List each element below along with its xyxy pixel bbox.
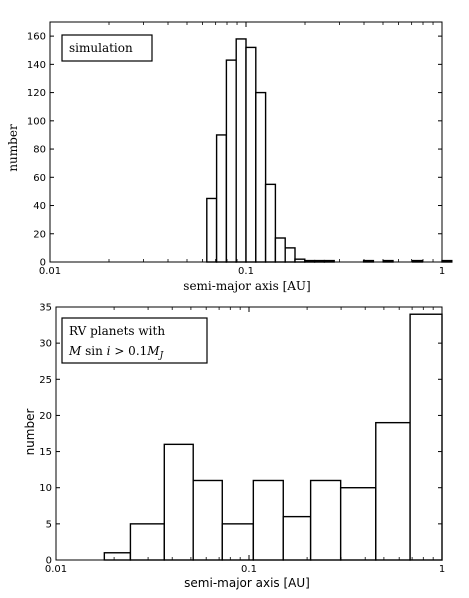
top-x-tick-label: 0.1 <box>238 266 254 277</box>
top-y-tick-label: 160 <box>27 32 46 43</box>
top-bar <box>245 46 257 263</box>
top-x-tick-label: 1 <box>439 266 445 277</box>
top-x-tick-label: 0.01 <box>39 266 61 277</box>
bottom-legend-line-2: M sin i > 0.1MJ <box>68 344 165 361</box>
bottom-bars <box>103 313 443 561</box>
top-bar <box>206 197 218 263</box>
bottom-y-tick-label: 30 <box>39 339 52 350</box>
top-y-tick-label: 80 <box>33 145 46 156</box>
bottom-bar <box>103 552 132 561</box>
bottom-bar <box>339 487 377 561</box>
top-legend-text: simulation <box>69 41 133 55</box>
bottom-y-tick-label: 0 <box>46 556 52 567</box>
bottom-y-tick-label: 20 <box>39 411 52 422</box>
bottom-x-axis-label: semi-major axis [AU] <box>184 576 310 590</box>
top-y-tick-label: 0 <box>40 258 46 269</box>
bottom-y-tick-label: 15 <box>39 447 52 458</box>
top-bar <box>255 91 267 263</box>
bottom-bar <box>309 479 342 561</box>
bottom-bar <box>409 313 443 561</box>
bottom-x-tick-label: 0.01 <box>45 564 67 575</box>
bottom-y-tick-label: 5 <box>46 519 52 530</box>
top-axes: 0 20 40 60 80 100 120 140 160 0.01 0.1 1 <box>27 21 445 277</box>
bottom-y-tick-label: 25 <box>39 375 52 386</box>
top-legend: simulation <box>61 34 153 62</box>
bottom-y-tick-label: 10 <box>39 483 52 494</box>
bottom-x-tick-label: 0.1 <box>241 564 257 575</box>
bottom-bar <box>163 443 194 561</box>
bottom-histogram-panel: 0 5 10 15 20 25 30 35 0.01 0.1 1 RV planets with M… <box>23 303 445 591</box>
top-x-axis-label: semi-major axis [AU] <box>183 279 310 293</box>
bottom-legend-line-1: RV planets with <box>69 324 165 338</box>
top-y-tick-label: 100 <box>27 116 46 127</box>
top-bar <box>235 38 247 263</box>
top-y-tick-label: 120 <box>27 88 46 99</box>
top-bar <box>225 59 237 263</box>
top-bar <box>441 259 453 263</box>
bottom-bar <box>192 479 223 561</box>
top-bar <box>264 183 277 263</box>
bottom-y-tick-label: 35 <box>39 303 52 314</box>
top-bar <box>274 237 286 263</box>
bottom-bar <box>129 523 165 561</box>
top-bars <box>206 38 453 263</box>
top-bar <box>284 247 296 263</box>
bottom-axes: 0 5 10 15 20 25 30 35 0.01 0.1 1 <box>39 303 445 576</box>
top-y-tick-label: 20 <box>33 229 46 240</box>
bottom-bar <box>375 421 411 561</box>
bottom-bar <box>221 523 255 561</box>
top-y-tick-label: 140 <box>27 60 46 71</box>
top-bar <box>215 134 228 263</box>
top-y-tick-label: 40 <box>33 201 46 212</box>
top-histogram-panel: 0 20 40 60 80 100 120 140 160 0.01 0.1 1 simulation… <box>6 21 453 293</box>
bottom-bar <box>282 515 312 561</box>
bottom-bar <box>252 479 284 561</box>
bottom-y-axis-label: number <box>23 409 37 456</box>
bottom-x-tick-label: 1 <box>439 564 445 575</box>
top-y-tick-label: 60 <box>33 173 46 184</box>
bottom-legend: RV planets with M sin i > 0.1MJ <box>61 317 208 364</box>
top-y-axis-label: number <box>6 124 20 172</box>
